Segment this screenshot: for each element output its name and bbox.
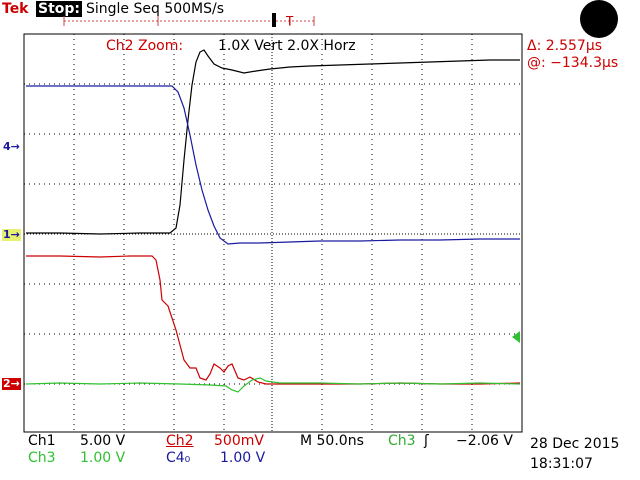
trigger-source: Ch3 (388, 433, 416, 449)
ch2-waveform (26, 255, 521, 385)
ch3-waveform (25, 377, 521, 393)
zoom-value: 1.0X Vert 2.0X Horz (218, 38, 356, 54)
graticule-grid (24, 34, 522, 432)
brand-label: Tek (2, 1, 29, 17)
trigger-t-icon: T (285, 14, 294, 28)
knob-icon (580, 0, 618, 38)
ch4-waveform (26, 85, 520, 245)
zoom-label: Ch2 Zoom: (106, 38, 184, 54)
graticule-center (24, 34, 522, 432)
ch2-marker[interactable]: 2→ (2, 377, 21, 390)
trigger-level-icon (512, 331, 520, 343)
cursor-position: @: −134.3μs (527, 55, 619, 71)
acquisition-mode: Single Seq 500MS/s (86, 1, 225, 17)
ch3-scale: 1.00 V (80, 450, 126, 466)
timebase: M 50.0ns (300, 433, 364, 449)
date: 28 Dec 2015 (530, 436, 620, 452)
trigger-slope-icon: ʃ (424, 433, 429, 449)
status-bar: Tek Stop: Single Seq 500MS/s (0, 0, 640, 18)
time: 18:31:07 (530, 456, 593, 472)
ch2-label: Ch2 (166, 433, 194, 449)
ch1-label: Ch1 (28, 433, 56, 449)
graticule-frame (23, 33, 523, 433)
ch4-marker[interactable]: 4→ (3, 140, 20, 153)
cursor-delta: Δ: 2.557μs (527, 38, 603, 54)
ch1-scale: 5.00 V (80, 433, 126, 449)
ch2-scale: 500mV (214, 433, 264, 449)
run-state-badge: Stop: (36, 1, 83, 17)
ch4-scale: 1.00 V (220, 450, 266, 466)
trigger-position-marker (272, 13, 276, 27)
trigger-level: −2.06 V (456, 433, 513, 449)
ch3-label: Ch3 (28, 450, 56, 466)
trigger-position-ruler (63, 16, 315, 26)
ch1-waveform (26, 49, 520, 235)
ch1-marker[interactable]: 1→ (2, 228, 21, 241)
ch4-label: C4₀ (166, 450, 191, 466)
